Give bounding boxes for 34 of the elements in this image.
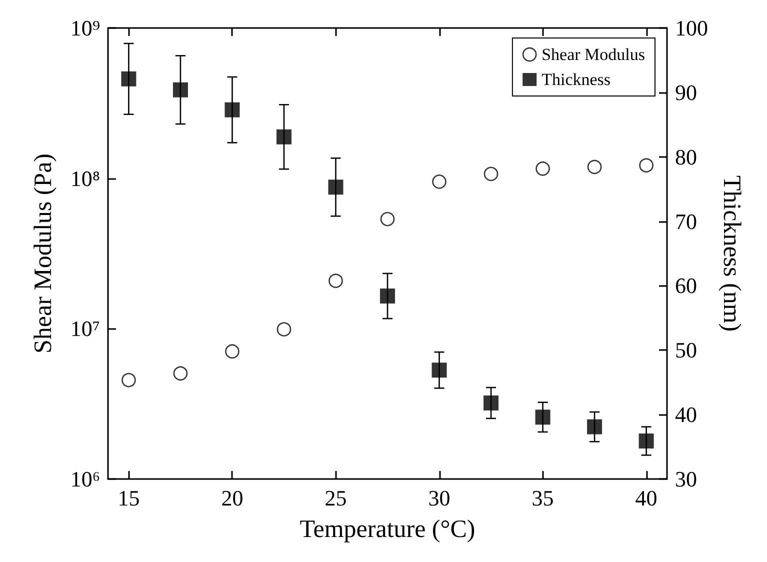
- point: [328, 274, 343, 288]
- point: [380, 212, 395, 226]
- y2-tick-label: 30: [675, 466, 697, 492]
- y-axis-title: Shear Modulus (Pa): [30, 154, 57, 354]
- point: [639, 158, 654, 172]
- y2-tick-label: 60: [675, 273, 697, 298]
- point: [276, 322, 292, 336]
- point: [122, 372, 136, 388]
- y2-tick-label: 80: [675, 144, 697, 170]
- point: [432, 174, 446, 189]
- point: [225, 344, 240, 359]
- x-tick-label: 35: [532, 486, 554, 510]
- point: [587, 160, 602, 174]
- x-tick-label: 20: [221, 486, 244, 510]
- x-tick-label: 30: [428, 486, 450, 510]
- point: [536, 161, 550, 176]
- x-tick-label: 25: [324, 486, 347, 510]
- y2-tick-label: 100: [675, 16, 708, 40]
- y2-tick-label: 90: [675, 80, 697, 105]
- x-axis-title: Temperature (°C): [300, 516, 476, 543]
- y-tick-label: 10⁸: [70, 166, 100, 191]
- point: [484, 166, 498, 182]
- y2-tick-label: 70: [675, 208, 697, 234]
- y2-tick-label: 50: [675, 338, 697, 363]
- y2-tick-label: 40: [675, 402, 697, 428]
- y-tick-label: 10⁶: [70, 466, 100, 492]
- point: [173, 366, 188, 381]
- y2-axis-title: Thickness (nm): [718, 175, 745, 332]
- legend-label: Thickness: [542, 70, 611, 89]
- x-tick-label: 15: [118, 486, 140, 510]
- legend-label: Shear Modulus: [542, 45, 646, 64]
- y-tick-label: 10⁹: [70, 16, 100, 40]
- y-tick-label: 10⁷: [70, 316, 100, 342]
- x-tick-label: 40: [635, 486, 658, 510]
